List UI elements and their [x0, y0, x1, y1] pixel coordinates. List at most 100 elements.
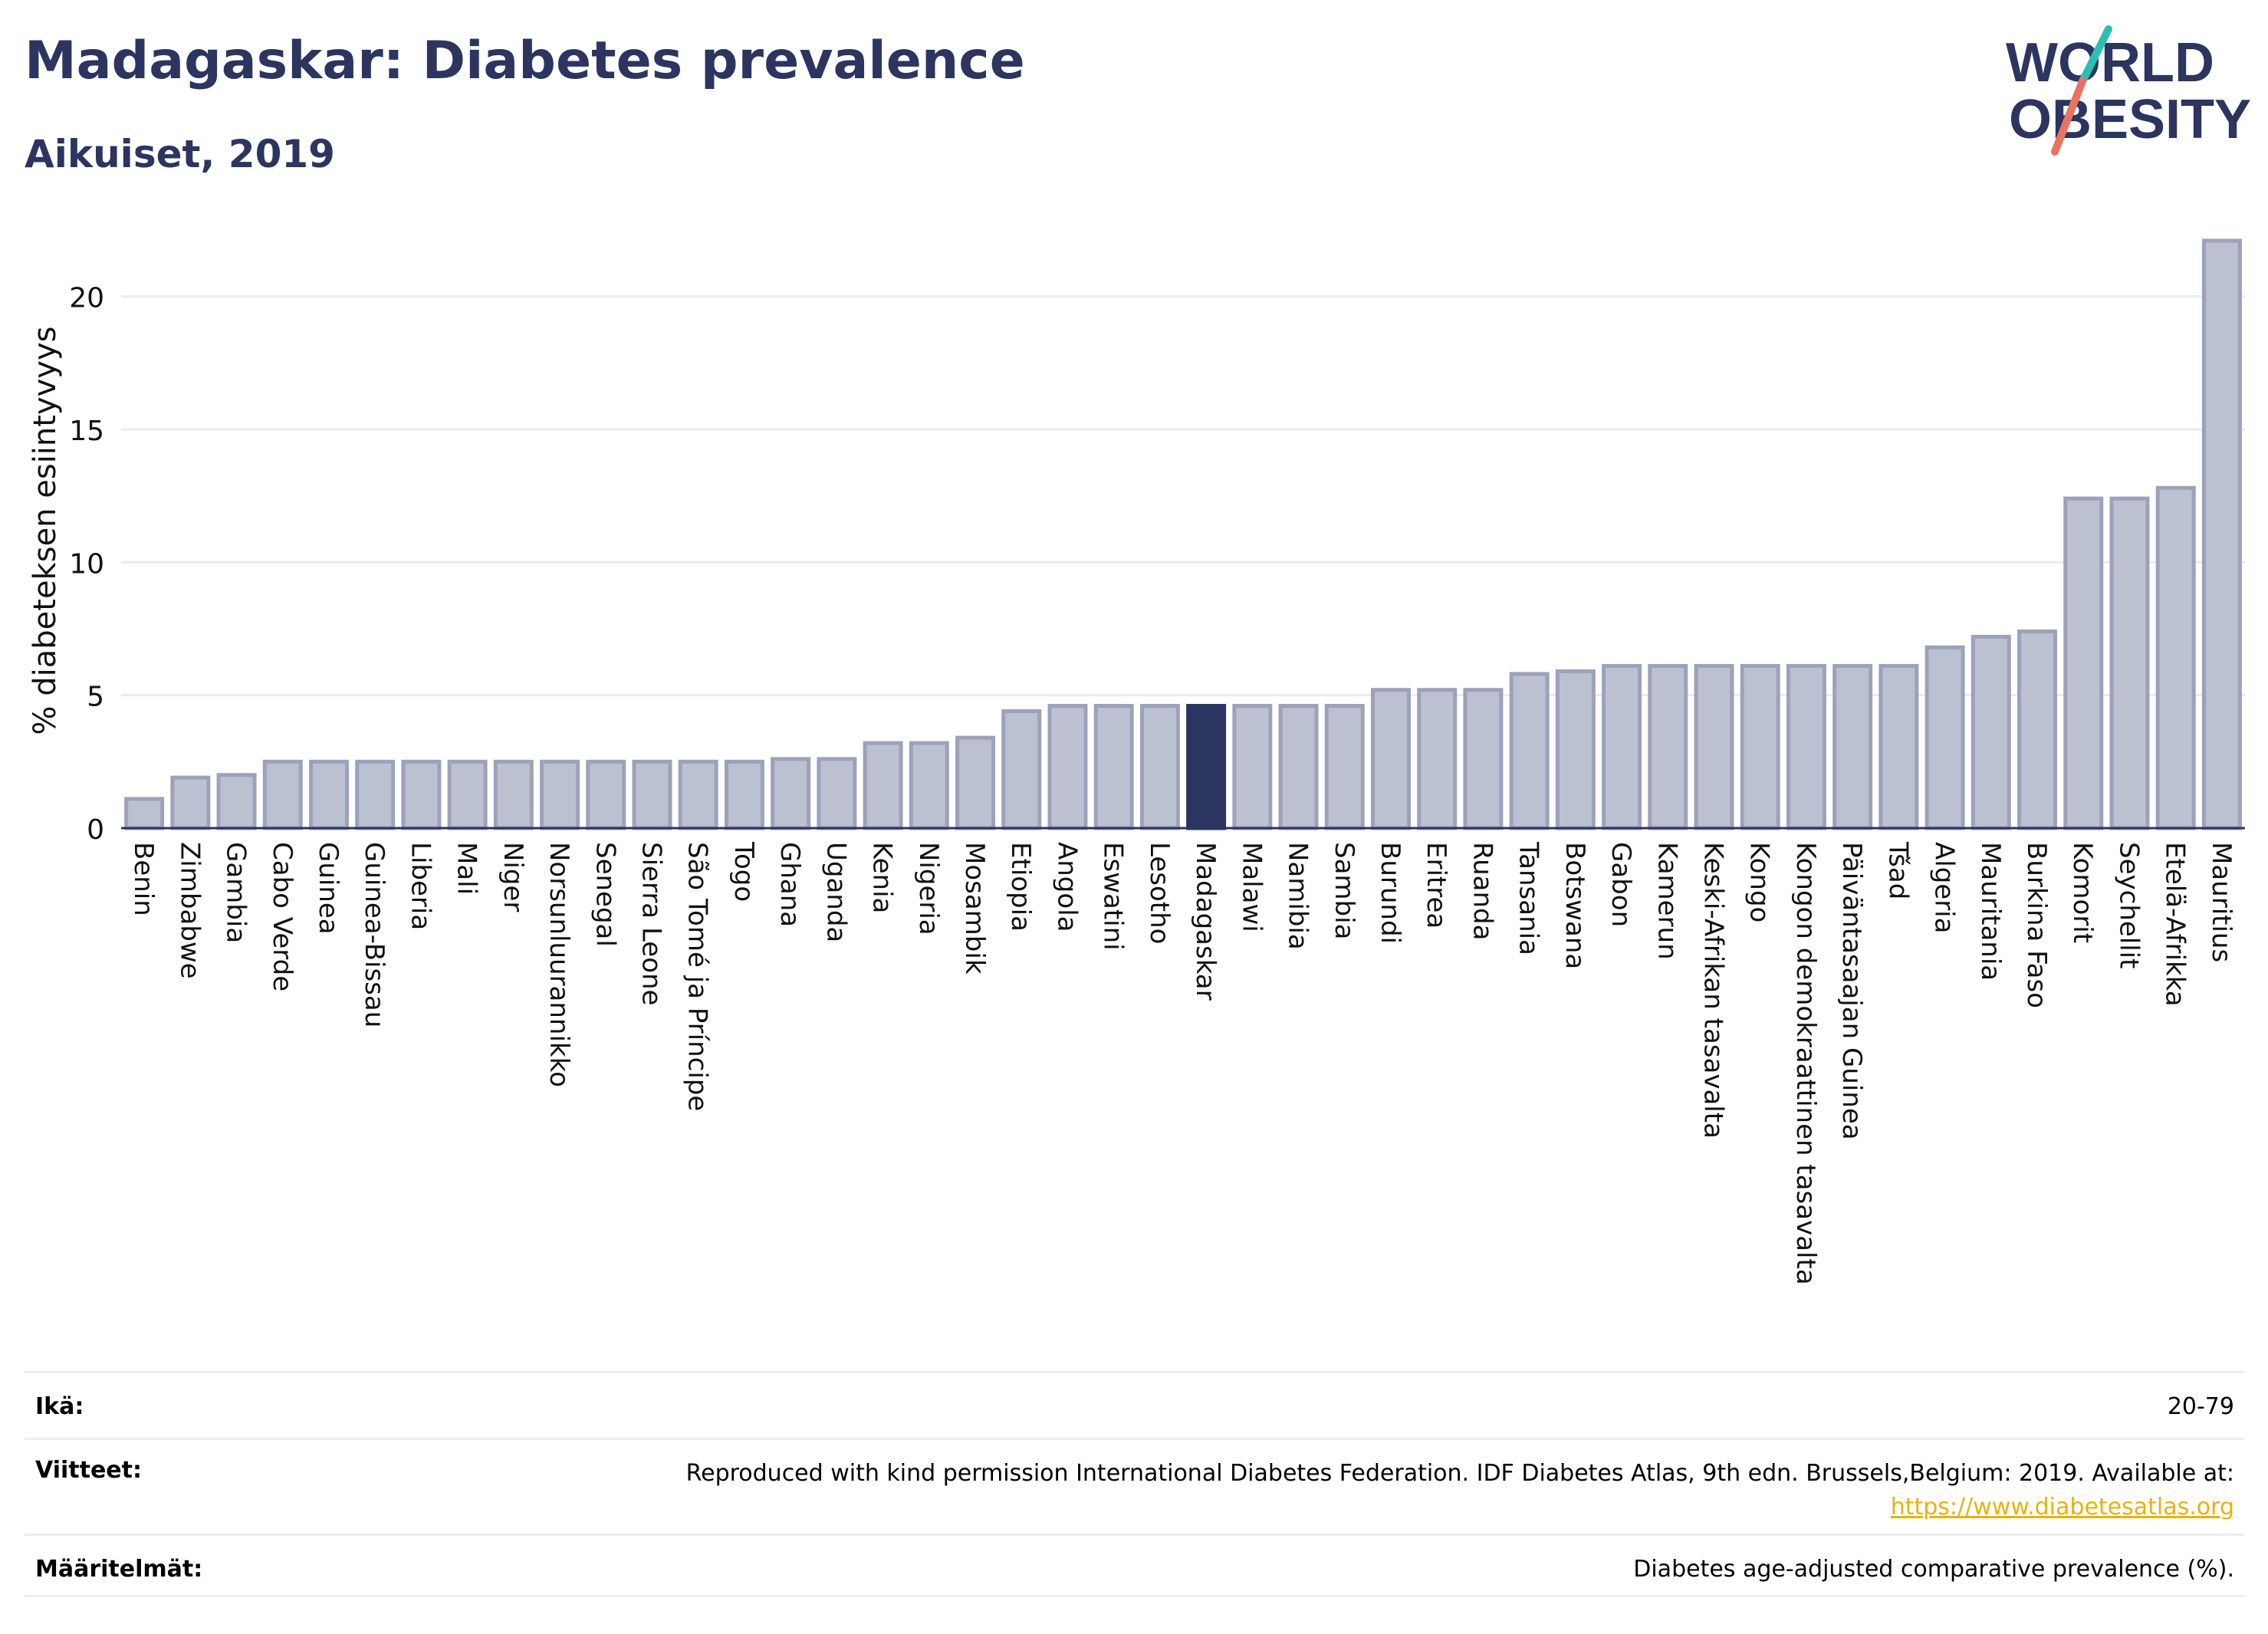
chart-title: Madagaskar: Diabetes prevalence	[25, 31, 1025, 91]
x-tick-label-norsunluurannikko: Norsunluurannikko	[544, 842, 574, 1087]
bar-burundi	[1370, 688, 1411, 830]
x-tick-label-etiopia: Etiopia	[1005, 842, 1036, 932]
bar-kenia	[863, 741, 903, 830]
x-tick-label-tansania: Tansania	[1514, 841, 1544, 955]
bar-seychellit	[2109, 496, 2150, 830]
x-tick-label-lesotho: Lesotho	[1144, 842, 1175, 944]
x-tick-label-sao-tome-ja-principe: São Tomé ja Príncipe	[682, 842, 713, 1111]
logo-slash-coral	[2051, 77, 2086, 156]
bar-tansania	[1509, 672, 1550, 830]
world-obesity-logo: WORLD OBESITY	[2006, 25, 2251, 156]
x-tick-label-gabon: Gabon	[1606, 842, 1636, 927]
bar-gambia	[216, 773, 257, 830]
x-tick-label-cabo-verde: Cabo Verde	[267, 842, 297, 991]
bar-kamerun	[1648, 664, 1688, 830]
bar-paivantasaajan-guinea	[1832, 664, 1873, 830]
bar-algeria	[1925, 645, 1965, 830]
bar-niger	[493, 759, 534, 830]
x-tick-label-kongon-demokraattinen-tasavalta: Kongon demokraattinen tasavalta	[1790, 842, 1821, 1285]
x-tick-label-tsad: Tšad	[1882, 841, 1913, 899]
bar-chart: 0 5 10 15 20 Benin Zimbabwe Gambia Cabo Verde Gu…	[28, 238, 2245, 1285]
x-tick-label-mauritania: Mauritania	[1975, 842, 2006, 981]
x-tick-label-algeria: Algeria	[1929, 842, 1960, 933]
bar-etela-afrikka	[2155, 485, 2196, 830]
references-link[interactable]: https://www.diabetesatlas.org	[1890, 1494, 2234, 1521]
footer-row-age: Ikä: 20-79	[25, 1371, 2245, 1438]
references-value: Reproduced with kind permission Internat…	[686, 1457, 2234, 1524]
x-tick-label-zimbabwe: Zimbabwe	[174, 842, 205, 979]
bar-sierra-leone	[632, 759, 672, 830]
bar-botswana	[1555, 669, 1596, 830]
x-tick-label-kamerun: Kamerun	[1652, 842, 1682, 960]
bar-senegal	[586, 759, 626, 830]
bar-guinea-bissau	[355, 759, 396, 830]
x-tick-label-komorit: Komorit	[2067, 842, 2098, 943]
x-tick-label-seychellit: Seychellit	[2113, 842, 2144, 968]
y-tick-label: 15	[69, 416, 104, 447]
bar-mauritania	[1971, 634, 2011, 830]
x-tick-label-mosambik: Mosambik	[959, 842, 990, 975]
bar-uganda	[817, 757, 857, 830]
bar-angola	[1047, 704, 1088, 830]
chart-subtitle: Aikuiset, 2019	[25, 132, 335, 176]
bar-keski-afrikan-tasavalta	[1694, 664, 1734, 830]
x-tick-label-uganda: Uganda	[820, 842, 851, 942]
x-tick-label-kenia: Kenia	[867, 842, 898, 913]
age-value: 20-79	[2167, 1393, 2234, 1420]
references-label: Viitteet:	[35, 1457, 142, 1484]
y-tick-label: 0	[87, 814, 104, 846]
x-tick-label-etela-afrikka: Etelä-Afrikka	[2160, 842, 2191, 1007]
gridlines	[121, 295, 2245, 697]
bar-malawi	[1232, 704, 1273, 830]
bar-norsunluurannikko	[540, 759, 580, 830]
bar-namibia	[1278, 704, 1319, 830]
bar-mali	[447, 759, 488, 830]
bar-ghana	[771, 757, 811, 830]
x-tick-label-madagaskar: Madagaskar	[1190, 842, 1221, 1001]
x-tick-label-togo: Togo	[728, 841, 759, 902]
x-tick-label-burkina-faso: Burkina Faso	[2021, 842, 2052, 1008]
definitions-value: Diabetes age-adjusted comparative preval…	[1633, 1556, 2234, 1583]
bar-benin	[124, 797, 165, 830]
x-tick-label-guinea: Guinea	[313, 842, 343, 935]
bar-kongo	[1740, 664, 1780, 830]
footer-table: Ikä: 20-79 Viitteet: Reproduced with kin…	[25, 1371, 2245, 1602]
logo-slash-teal	[2079, 25, 2112, 85]
logo-line2: OBESITY	[2009, 89, 2251, 150]
bar-sao-tome-ja-principe	[678, 759, 718, 830]
bar-sambia	[1324, 704, 1365, 830]
bar-liberia	[401, 759, 442, 830]
bar-komorit	[2063, 496, 2104, 830]
x-tick-label-keski-afrikan-tasavalta: Keski-Afrikan tasavalta	[1698, 842, 1729, 1139]
x-tick-label-angola: Angola	[1051, 842, 1082, 932]
bar-guinea	[308, 759, 349, 830]
age-label: Ikä:	[35, 1393, 84, 1420]
y-tick-label: 5	[87, 682, 104, 713]
x-tick-label-burundi: Burundi	[1375, 842, 1405, 944]
bar-gabon	[1602, 664, 1642, 830]
x-tick-label-ruanda: Ruanda	[1467, 842, 1497, 940]
bar-kongon-demokraattinen-tasavalta	[1786, 664, 1826, 830]
x-axis-ticks: Benin Zimbabwe Gambia Cabo Verde Guinea Guine…	[128, 841, 2237, 1285]
x-tick-label-botswana: Botswana	[1560, 842, 1590, 969]
x-tick-label-sambia: Sambia	[1329, 842, 1359, 939]
x-tick-label-sierra-leone: Sierra Leone	[636, 842, 667, 1005]
x-tick-label-niger: Niger	[498, 842, 528, 912]
y-axis-ticks: 0 5 10 15 20	[69, 283, 104, 846]
bar-cabo-verde	[262, 759, 303, 830]
bar-etiopia	[1001, 709, 1042, 830]
x-tick-label-paivantasaajan-guinea: Päiväntasaajan Guinea	[1836, 842, 1867, 1140]
footer-bottom-rule	[25, 1595, 2245, 1597]
x-tick-label-mali: Mali	[452, 842, 482, 895]
x-tick-label-mauritius: Mauritius	[2206, 842, 2237, 962]
bars	[124, 238, 2242, 830]
x-tick-label-guinea-bissau: Guinea-Bissau	[359, 842, 390, 1027]
bar-eswatini	[1093, 704, 1134, 830]
x-tick-label-ghana: Ghana	[774, 842, 805, 927]
x-tick-label-malawi: Malawi	[1236, 842, 1267, 932]
x-tick-label-gambia: Gambia	[221, 842, 251, 943]
footer-row-references: Viitteet: Reproduced with kind permissio…	[25, 1438, 2245, 1534]
x-tick-label-benin: Benin	[128, 842, 159, 916]
footer-row-definitions: Määritelmät: Diabetes age-adjusted compa…	[25, 1534, 2245, 1602]
bar-mauritius	[2201, 238, 2242, 830]
